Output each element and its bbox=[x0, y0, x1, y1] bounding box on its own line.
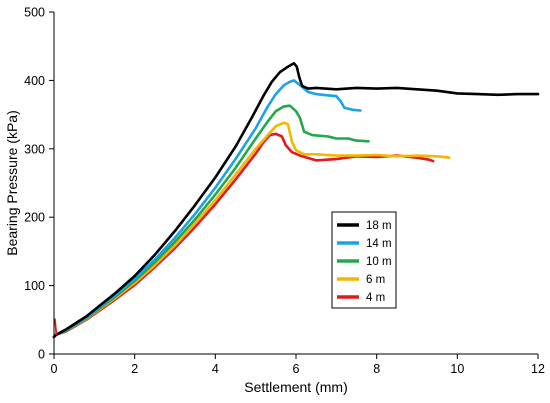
y-tick-label: 500 bbox=[24, 6, 45, 20]
legend-label: 6 m bbox=[366, 274, 385, 286]
legend-label: 4 m bbox=[366, 292, 385, 304]
y-tick-label: 0 bbox=[38, 348, 45, 362]
legend-box bbox=[331, 211, 397, 309]
x-tick-label: 0 bbox=[51, 362, 58, 376]
x-tick-label: 4 bbox=[212, 362, 219, 376]
legend-label: 14 m bbox=[366, 238, 392, 250]
x-tick-label: 12 bbox=[531, 362, 545, 376]
y-tick-label: 400 bbox=[24, 74, 45, 88]
legend-label: 10 m bbox=[366, 256, 392, 268]
plot-area bbox=[52, 62, 540, 339]
x-tick-label: 10 bbox=[450, 362, 464, 376]
legend: 18 m 14 m 10 m 6 m 4 m bbox=[331, 211, 397, 309]
x-ticks: 0 2 4 6 8 10 12 bbox=[51, 354, 545, 376]
y-tick-label: 200 bbox=[24, 211, 45, 225]
y-ticks: 0 100 200 300 400 500 bbox=[24, 6, 54, 362]
x-axis-title: Settlement (mm) bbox=[244, 379, 347, 395]
y-axis-title: Bearing Pressure (kPa) bbox=[4, 110, 20, 256]
initial-spike bbox=[53, 318, 58, 335]
y-tick-label: 100 bbox=[24, 279, 45, 293]
series-line-18m bbox=[52, 62, 540, 339]
x-tick-label: 8 bbox=[373, 362, 380, 376]
y-tick-label: 300 bbox=[24, 142, 45, 156]
x-tick-label: 6 bbox=[293, 362, 300, 376]
legend-label: 18 m bbox=[366, 220, 392, 232]
series-line-14m bbox=[52, 79, 362, 339]
axes bbox=[53, 12, 538, 355]
x-tick-label: 2 bbox=[131, 362, 138, 376]
series-line-10m bbox=[52, 104, 370, 339]
